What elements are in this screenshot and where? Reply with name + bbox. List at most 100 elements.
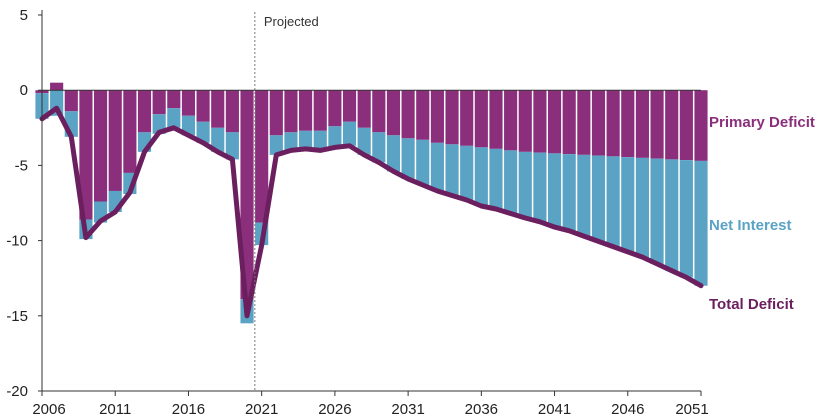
bar-net-interest xyxy=(342,121,357,146)
bar-net-interest xyxy=(518,151,532,219)
bar-primary-deficit xyxy=(445,90,459,145)
bar-net-interest xyxy=(211,127,225,152)
bar-primary-deficit xyxy=(181,90,196,116)
bar-primary-deficit xyxy=(299,90,313,131)
bar-primary-deficit xyxy=(518,90,532,152)
bar-net-interest xyxy=(328,126,342,148)
bar-net-interest xyxy=(430,142,444,191)
bar-primary-deficit xyxy=(621,90,635,158)
bar-net-interest xyxy=(313,130,327,151)
bar-primary-deficit xyxy=(694,90,708,161)
chart-axes xyxy=(41,10,701,392)
bar-primary-deficit xyxy=(562,90,576,155)
bar-primary-deficit xyxy=(94,90,108,202)
bar-primary-deficit xyxy=(489,90,503,149)
x-tick-label: 2041 xyxy=(538,401,571,418)
y-tick-label: -10 xyxy=(6,233,28,250)
bar-primary-deficit xyxy=(357,90,371,128)
bar-primary-deficit xyxy=(167,90,181,109)
bar-primary-deficit xyxy=(269,90,283,136)
x-tick-label: 2016 xyxy=(172,401,205,418)
bar-primary-deficit xyxy=(152,90,166,115)
bar-primary-deficit xyxy=(342,90,357,122)
bar-net-interest xyxy=(665,159,679,271)
bar-net-interest xyxy=(694,160,708,286)
bar-primary-deficit xyxy=(533,90,547,153)
x-tick-label: 2036 xyxy=(465,401,498,418)
total-deficit-line-group xyxy=(39,105,704,319)
bar-net-interest xyxy=(167,108,181,128)
x-tick-label: 2026 xyxy=(318,401,351,418)
y-tick-label: 5 xyxy=(20,7,28,24)
bar-primary-deficit xyxy=(108,90,122,191)
bar-primary-deficit xyxy=(64,90,78,112)
bar-net-interest xyxy=(533,152,547,222)
legend-net-interest: Net Interest xyxy=(709,217,792,234)
y-tick-label: -20 xyxy=(6,383,28,400)
bar-primary-deficit xyxy=(79,90,93,220)
bar-primary-deficit xyxy=(255,90,269,223)
bar-net-interest xyxy=(386,135,401,172)
bar-net-interest xyxy=(635,157,649,258)
bar-primary-deficit xyxy=(401,90,415,139)
bar-primary-deficit xyxy=(50,82,64,91)
x-tick-label: 2051 xyxy=(675,401,708,418)
bar-primary-deficit xyxy=(577,90,591,155)
bar-primary-deficit xyxy=(650,90,664,159)
bar-primary-deficit xyxy=(635,90,649,158)
bar-primary-deficit xyxy=(284,90,298,133)
bar-primary-deficit xyxy=(460,90,474,146)
bar-primary-deficit xyxy=(679,90,693,161)
bar-primary-deficit xyxy=(416,90,430,140)
bar-net-interest xyxy=(621,157,635,252)
bar-primary-deficit xyxy=(386,90,401,136)
x-tick-label: 2046 xyxy=(611,401,644,418)
total-deficit-line xyxy=(39,105,704,319)
legend-primary-deficit: Primary Deficit xyxy=(709,114,815,131)
bar-primary-deficit xyxy=(606,90,620,157)
bar-net-interest xyxy=(416,139,430,185)
bar-primary-deficit xyxy=(313,90,327,131)
bar-primary-deficit xyxy=(240,90,254,300)
projected-label: Projected xyxy=(264,14,319,29)
bar-primary-deficit xyxy=(196,90,210,122)
bar-primary-deficit xyxy=(430,90,444,143)
bar-net-interest xyxy=(591,155,606,242)
x-tick-labels: 2006 2011 2016 2021 2026 2031 2036 2041 2046 2051 xyxy=(32,391,709,418)
bar-net-interest xyxy=(489,148,503,210)
bar-net-interest xyxy=(504,150,518,214)
y-tick-label: -5 xyxy=(15,157,28,174)
bar-net-interest xyxy=(181,115,196,136)
y-tick-label: 0 xyxy=(20,82,28,99)
bar-net-interest xyxy=(357,127,371,155)
x-tick-label: 2031 xyxy=(391,401,424,418)
bar-primary-deficit xyxy=(474,90,488,148)
bar-primary-deficit xyxy=(665,90,679,160)
bar-primary-deficit xyxy=(123,90,137,173)
bar-primary-deficit xyxy=(328,90,342,127)
bar-net-interest xyxy=(547,153,562,228)
bar-net-interest xyxy=(650,158,664,264)
bar-net-interest xyxy=(562,154,576,231)
bar-net-interest xyxy=(474,147,488,207)
bar-net-interest xyxy=(284,132,298,152)
bar-net-interest xyxy=(401,138,415,179)
bar-net-interest xyxy=(445,144,459,196)
bar-series xyxy=(35,82,708,324)
x-tick-label: 2021 xyxy=(245,401,278,418)
bar-net-interest xyxy=(196,121,210,143)
bar-primary-deficit xyxy=(137,90,152,133)
y-tick-labels: 5 0 -5 -10 -15 -20 xyxy=(6,7,42,400)
bar-net-interest xyxy=(372,132,386,163)
bar-primary-deficit xyxy=(211,90,225,128)
y-tick-label: -15 xyxy=(6,308,28,325)
bar-primary-deficit xyxy=(225,90,239,133)
bar-primary-deficit xyxy=(504,90,518,151)
bar-primary-deficit xyxy=(547,90,562,154)
x-tick-label: 2006 xyxy=(32,401,65,418)
bar-net-interest xyxy=(577,154,591,237)
bar-net-interest xyxy=(299,130,313,151)
bar-primary-deficit xyxy=(591,90,606,156)
legend-total-deficit: Total Deficit xyxy=(709,296,794,313)
